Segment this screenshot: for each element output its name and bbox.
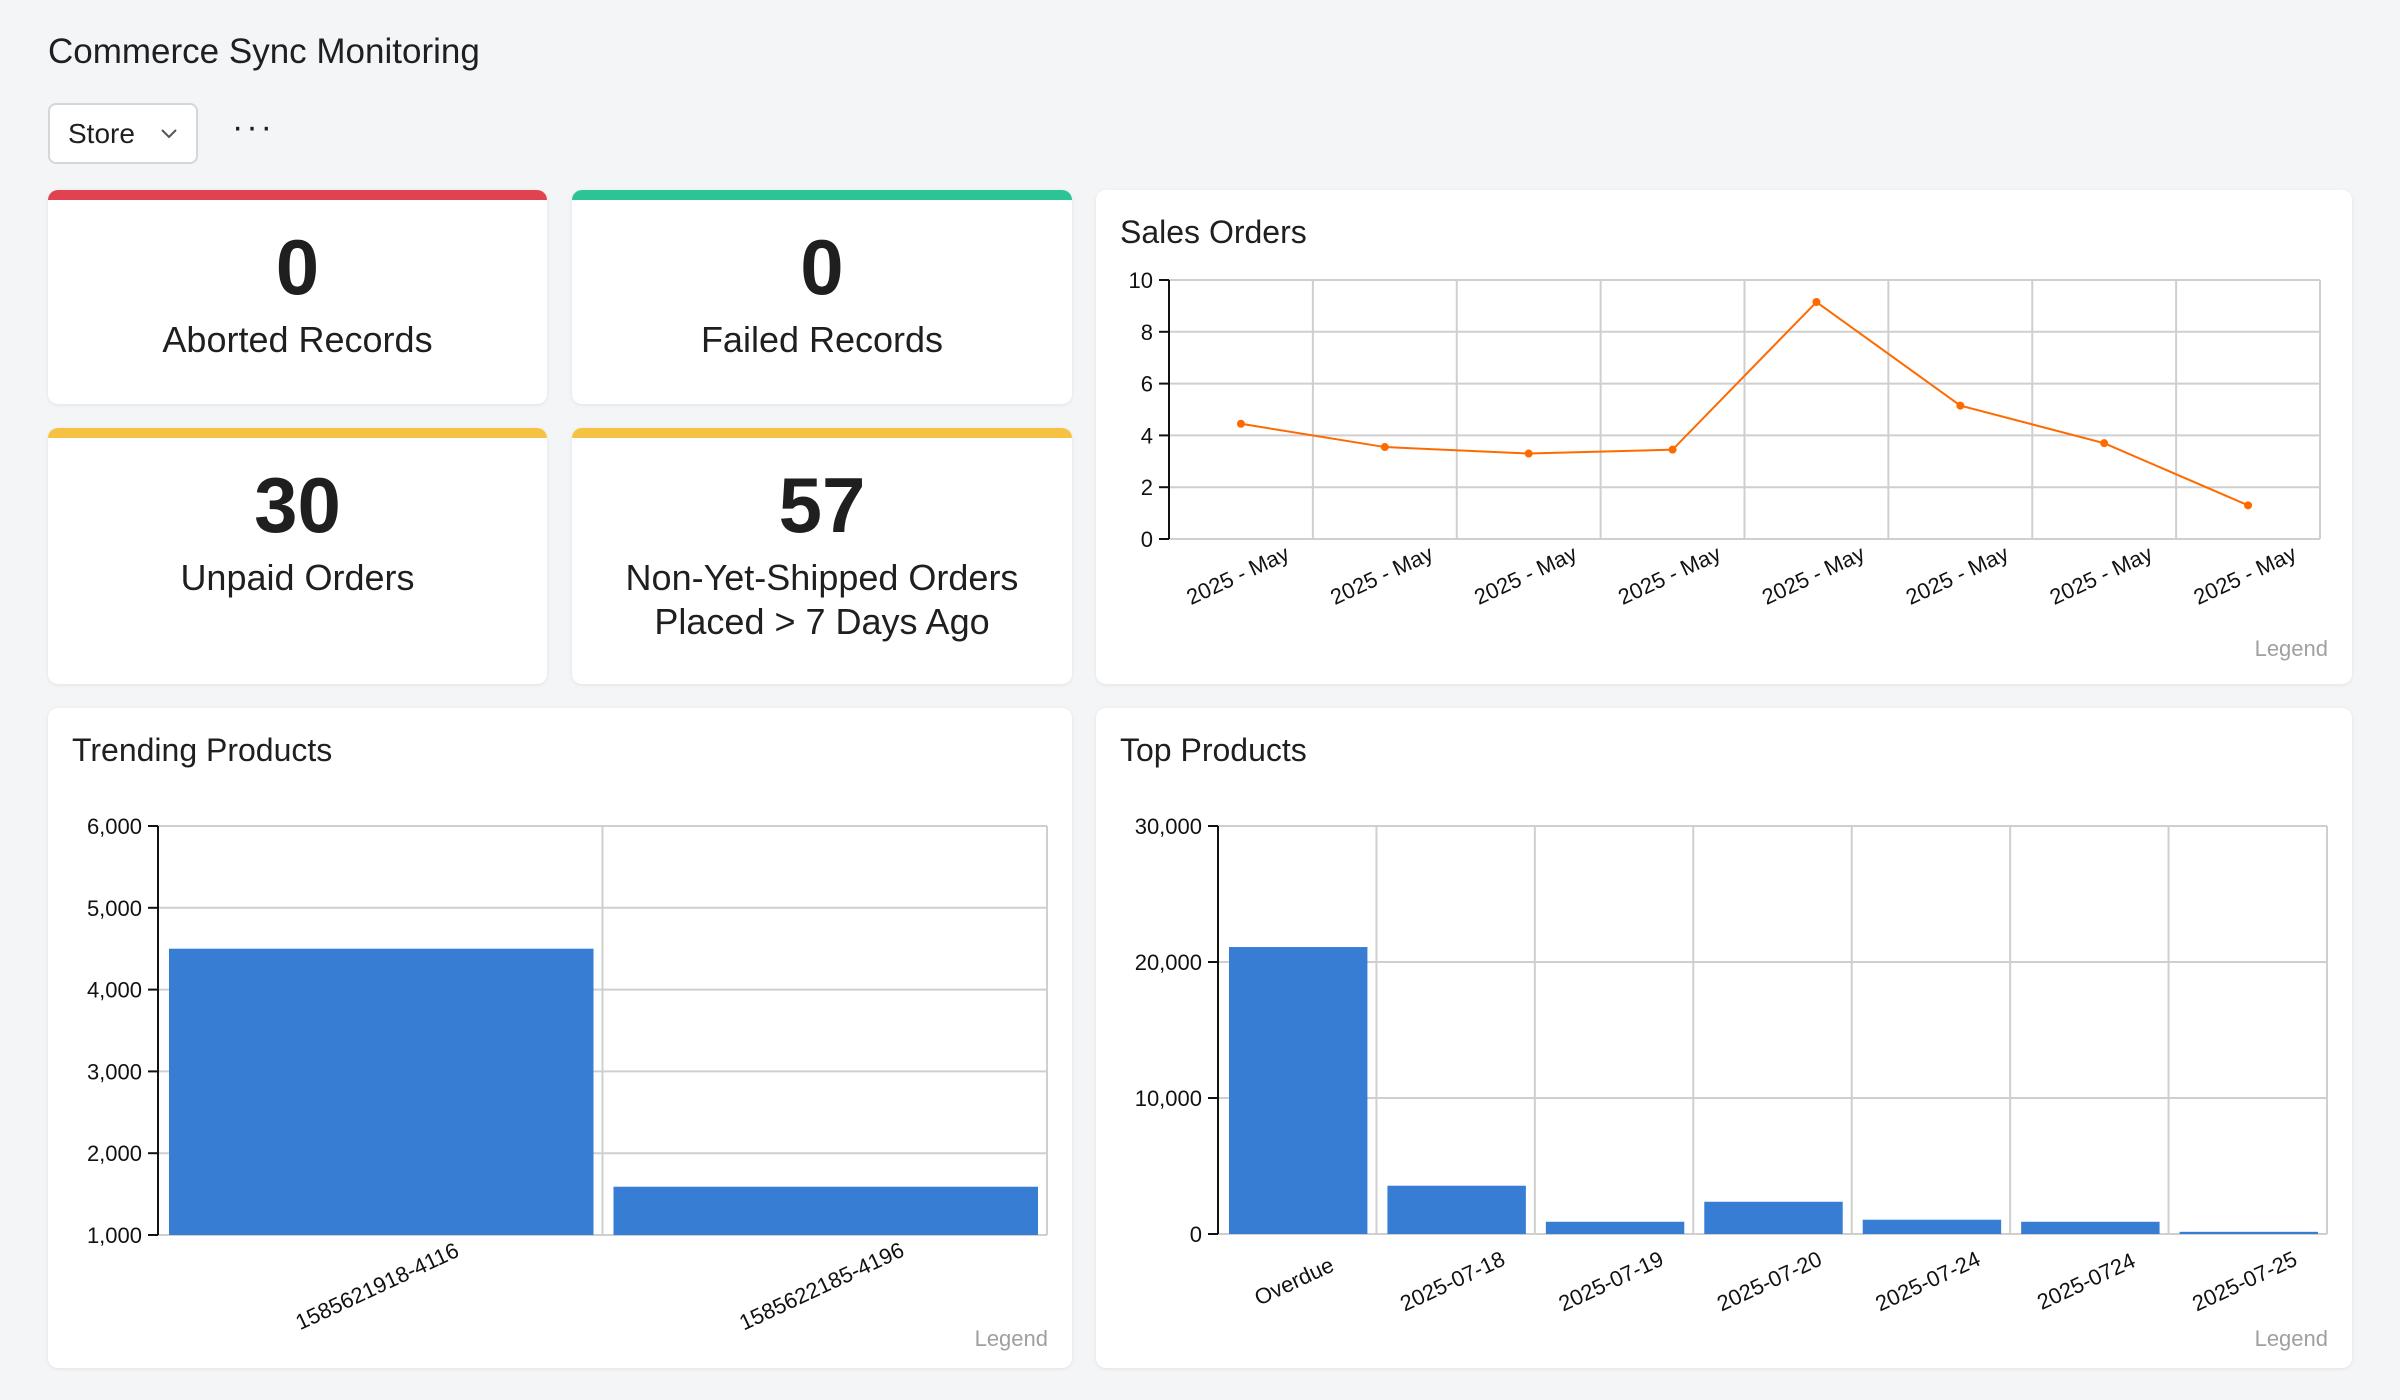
x-tick-label: 2025-07-24: [1871, 1246, 1984, 1316]
y-tick-label: 4: [1141, 423, 1153, 448]
stat-label: Aborted Records: [162, 319, 433, 360]
top-products-card: Top Products 0 10,000 20,000 30,000 Overdue 2…: [1096, 708, 2352, 1368]
y-tick-label: 2,000: [87, 1141, 142, 1166]
legend-toggle[interactable]: Legend: [2254, 1326, 2328, 1351]
stat-card-not-shipped: 57 Non-Yet-Shipped Orders Placed > 7 Day…: [572, 428, 1072, 684]
data-point: [1668, 445, 1677, 454]
x-tick-label: 2025-07-20: [1713, 1246, 1826, 1316]
sales-orders-card: Sales Orders 0 2 4 6 8 10 2025 - May 2025 - May…: [1096, 190, 2352, 684]
bar: [2021, 1221, 2160, 1234]
data-point: [1524, 449, 1533, 458]
y-tick-label: 3,000: [87, 1059, 142, 1084]
trending-products-card: Trending Products 1,000 2,000 3,000 4,000 5,…: [48, 708, 1072, 1368]
bar: [1862, 1219, 2002, 1234]
x-tick-label: 2025 - May: [1326, 541, 1436, 610]
stat-value: 0: [800, 223, 844, 311]
sales-orders-chart: 0 2 4 6 8 10 2025 - May 2025 - May 2025 - May 202…: [1129, 268, 2321, 610]
status-bar: [572, 190, 1072, 200]
data-point: [1380, 443, 1389, 452]
y-tick-label: 6: [1141, 372, 1153, 397]
y-tick-label: 20,000: [1135, 950, 1202, 975]
y-tick-label: 4,000: [87, 978, 142, 1003]
data-point: [1236, 419, 1245, 428]
legend-toggle[interactable]: Legend: [974, 1326, 1048, 1351]
x-tick-label: 1585621918-4116: [292, 1237, 463, 1334]
stat-label: Non-Yet-Shipped Orders Placed > 7 Days A…: [625, 557, 1019, 642]
bar: [169, 948, 594, 1235]
x-tick-label: 2025-07-19: [1555, 1246, 1668, 1316]
x-tick-label: 2025 - May: [1614, 541, 1724, 610]
stat-card-aborted: 0 Aborted Records: [48, 190, 547, 404]
y-tick-label: 1,000: [87, 1223, 142, 1248]
bar: [2179, 1231, 2318, 1234]
x-tick-label: Overdue: [1251, 1252, 1338, 1310]
x-tick-label: 2025-0724: [2033, 1248, 2139, 1315]
data-point: [2100, 439, 2109, 448]
stat-card-failed: 0 Failed Records: [572, 190, 1072, 404]
data-point: [1812, 298, 1821, 307]
x-tick-label: 2025 - May: [2190, 541, 2300, 610]
x-tick-label: 2025-07-25: [2188, 1246, 2301, 1316]
stat-value: 57: [778, 461, 866, 549]
data-point: [1956, 401, 1965, 410]
trending-products-chart: 1,000 2,000 3,000 4,000 5,000 6,000 1585621918…: [87, 814, 1048, 1335]
page-title: Commerce Sync Monitoring: [48, 32, 480, 71]
y-tick-label: 5,000: [87, 896, 142, 921]
x-tick-label: 2025 - May: [1470, 541, 1580, 610]
status-bar: [48, 190, 547, 200]
stat-value: 30: [254, 461, 341, 549]
stat-label: Failed Records: [700, 319, 944, 360]
top-products-chart: 0 10,000 20,000 30,000 Overdue 2025-07-18 2025…: [1135, 814, 2328, 1316]
y-tick-label: 0: [1141, 527, 1153, 552]
stat-value: 0: [275, 223, 320, 311]
legend-toggle[interactable]: Legend: [2254, 636, 2328, 661]
bar: [1229, 947, 1368, 1234]
x-tick-label: 1585622185-4196: [735, 1237, 907, 1335]
status-bar: [48, 428, 547, 438]
chevron-down-icon: [161, 129, 177, 139]
x-tick-label: 2025-07-18: [1396, 1246, 1509, 1316]
chart-title: Sales Orders: [1120, 214, 1307, 250]
series-line: [1240, 300, 2249, 507]
bar: [613, 1186, 1038, 1235]
stat-card-unpaid: 30 Unpaid Orders: [48, 428, 547, 684]
data-point: [2244, 501, 2253, 510]
x-tick-label: 2025 - May: [1183, 541, 1293, 610]
x-tick-label: 2025 - May: [2046, 541, 2156, 610]
y-tick-label: 2: [1141, 475, 1153, 500]
chart-title: Top Products: [1120, 732, 1307, 768]
bar: [1704, 1201, 1843, 1234]
y-tick-label: 10,000: [1135, 1086, 1202, 1111]
y-tick-label: 10: [1129, 268, 1153, 293]
y-tick-label: 30,000: [1135, 814, 1202, 839]
store-dropdown-label: Store: [68, 117, 135, 149]
y-tick-label: 6,000: [87, 814, 142, 839]
bar: [1545, 1221, 1685, 1234]
x-tick-label: 2025 - May: [1758, 541, 1868, 610]
store-dropdown[interactable]: Store: [48, 103, 198, 164]
more-options-button[interactable]: ···: [232, 108, 275, 146]
y-tick-label: 8: [1141, 320, 1153, 345]
status-bar: [572, 428, 1072, 438]
stat-label: Unpaid Orders: [180, 557, 415, 598]
x-tick-label: 2025 - May: [1902, 541, 2012, 610]
y-tick-label: 0: [1190, 1222, 1202, 1247]
chart-title: Trending Products: [72, 732, 333, 768]
bar: [1387, 1185, 1526, 1234]
